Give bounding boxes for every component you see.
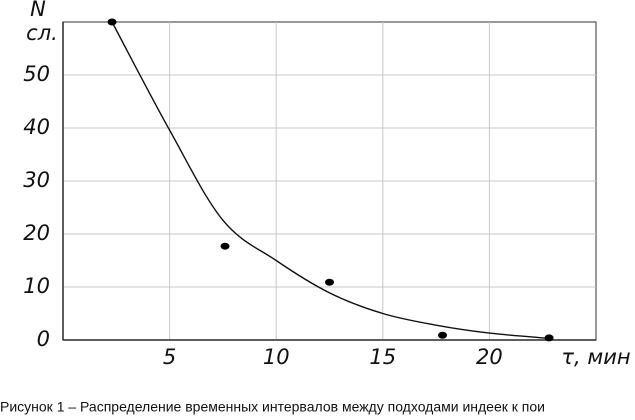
data-point bbox=[220, 242, 230, 250]
x-axis-label: τ, мин bbox=[561, 345, 630, 369]
fit-curve bbox=[111, 21, 550, 340]
data-point bbox=[107, 18, 117, 26]
y-tick-label: 0 bbox=[37, 327, 50, 351]
y-axis-label: N bbox=[30, 0, 46, 21]
caption: Рисунок 1 – Распределение временных инте… bbox=[0, 399, 545, 415]
y-tick-label: 20 bbox=[23, 221, 50, 245]
y-tick-label: 10 bbox=[23, 274, 50, 298]
data-point bbox=[325, 278, 334, 286]
y-tick-label: 40 bbox=[23, 115, 50, 139]
data-point bbox=[544, 334, 554, 342]
y-axis-unit: сл. bbox=[26, 21, 58, 45]
x-tick-label: 20 bbox=[476, 345, 503, 369]
y-tick-label: 30 bbox=[23, 168, 50, 192]
x-tick-label: 10 bbox=[263, 345, 290, 369]
x-tick-label: 15 bbox=[369, 345, 396, 369]
x-tick-label: 5 bbox=[163, 345, 176, 369]
y-tick-label: 50 bbox=[23, 62, 50, 86]
data-point bbox=[437, 331, 447, 339]
